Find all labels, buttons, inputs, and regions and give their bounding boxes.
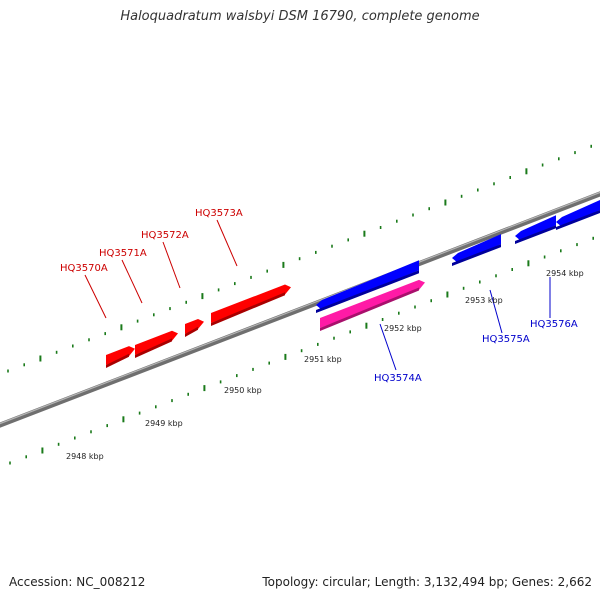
gene-label-hq3571a[interactable]: HQ3571A (99, 248, 147, 259)
gene-hq3575a-body[interactable] (452, 234, 501, 263)
leader-hq3575a (489, 289, 503, 334)
gene-hq3574a[interactable] (316, 260, 419, 313)
scale-label-2950: 2950 kbp (224, 386, 262, 395)
genome-title: Haloquadratum walsbyi DSM 16790, complet… (120, 9, 480, 24)
label-leader-lines (84, 219, 551, 371)
gene-hq3575a-shade (452, 244, 501, 266)
gene-label-hq3574a[interactable]: HQ3574A (374, 373, 422, 384)
gene-hq3570a-body[interactable] (106, 346, 135, 365)
genome-backbone-highlight (0, 191, 600, 425)
gene-hq3570a-shade (106, 353, 129, 368)
gene-hq3576a[interactable] (515, 215, 556, 244)
gene-hq3574a-shade (316, 270, 419, 313)
leader-hq3572a (162, 241, 181, 289)
leader-hq3570a (84, 274, 107, 319)
genome-backbone (0, 191, 600, 428)
gene-label-hq3573a[interactable]: HQ3573A (195, 208, 243, 219)
leader-hq3574a (379, 323, 397, 371)
gene-hq3573a-shade (211, 292, 285, 326)
gene-hq3570a[interactable] (106, 346, 135, 368)
gene-hq3572a-body[interactable] (185, 319, 204, 334)
gene-hq3577a-partial[interactable] (556, 200, 600, 230)
gene-hq3572a[interactable] (185, 319, 204, 337)
scale-label-2952: 2952 kbp (384, 324, 422, 333)
accession-text: Accession: NC_008212 (9, 575, 146, 589)
leader-hq3573a (216, 219, 238, 267)
gene-features (106, 200, 600, 368)
gene-hq3572a-shade (185, 326, 198, 337)
upper-tick-track (7, 144, 593, 373)
gene-label-hq3575a[interactable]: HQ3575A (482, 334, 530, 345)
gene-hq3577a-partial-body[interactable] (556, 200, 600, 227)
scale-label-2951: 2951 kbp (304, 355, 342, 364)
gene-hq3576a-body[interactable] (515, 215, 556, 241)
lower-tick-track (9, 236, 595, 465)
gene-label-hq3576a[interactable]: HQ3576A (530, 319, 578, 330)
gene-rna-feature[interactable] (320, 279, 425, 331)
gene-hq3573a-body[interactable] (211, 284, 291, 324)
scale-label-2949: 2949 kbp (145, 419, 183, 428)
gene-hq3575a[interactable] (452, 234, 501, 266)
leader-hq3571a (121, 259, 143, 304)
gene-rna-feature-body[interactable] (320, 279, 425, 328)
scale-label-2948: 2948 kbp (66, 452, 104, 461)
scale-label-2953: 2953 kbp (465, 296, 503, 305)
genome-summary-text: Topology: circular; Length: 3,132,494 bp… (262, 575, 592, 589)
gene-rna-feature-shade (320, 287, 419, 331)
scale-label-2954: 2954 kbp (546, 269, 584, 278)
gene-label-hq3570a[interactable]: HQ3570A (60, 263, 108, 274)
gene-hq3576a-shade (515, 225, 556, 244)
gene-hq3577a-partial-shade (556, 210, 600, 230)
gene-label-hq3572a[interactable]: HQ3572A (141, 230, 189, 241)
gene-hq3574a-body[interactable] (316, 260, 419, 310)
gene-hq3571a-shade (135, 338, 172, 358)
gene-hq3573a[interactable] (211, 284, 291, 327)
gene-hq3571a-body[interactable] (135, 330, 178, 355)
gene-hq3571a[interactable] (135, 330, 178, 358)
